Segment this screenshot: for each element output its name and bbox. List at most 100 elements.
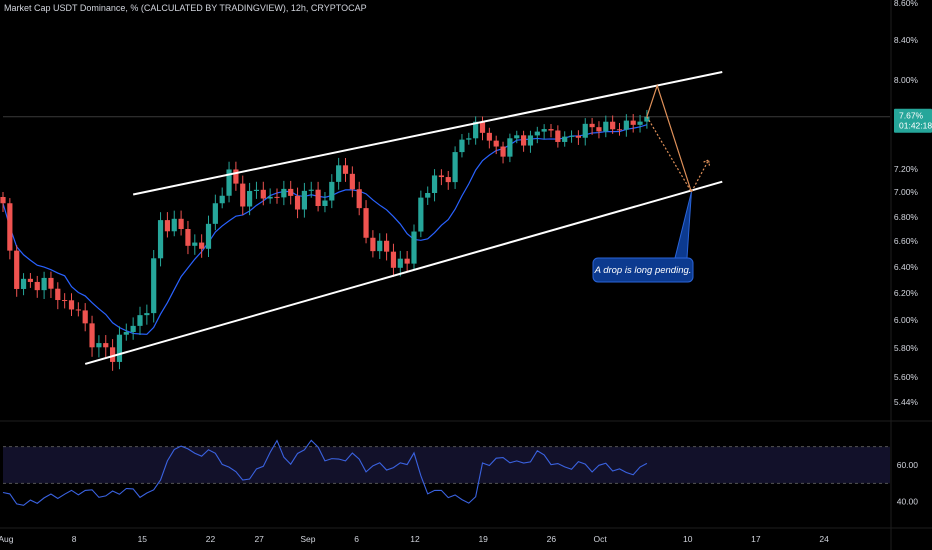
y-tick-label: 5.80% — [894, 343, 919, 353]
candle — [514, 130, 520, 144]
candle — [342, 157, 349, 182]
candle — [377, 233, 383, 259]
candle — [493, 135, 499, 155]
y-tick-label: 7.20% — [894, 164, 919, 174]
candle — [192, 234, 198, 255]
x-tick-label: Oct — [593, 534, 607, 544]
candle — [103, 335, 109, 358]
y-tick-label: 6.20% — [894, 288, 919, 298]
candle — [219, 187, 225, 209]
candle — [541, 124, 547, 140]
x-tick-label: Aug — [0, 534, 14, 544]
candle — [466, 132, 472, 145]
candle — [89, 315, 95, 357]
candle — [356, 181, 362, 216]
candle — [644, 109, 650, 129]
candle-body — [301, 190, 307, 210]
candle — [637, 114, 643, 133]
candle — [315, 181, 321, 212]
candle-body — [144, 313, 150, 316]
candle-body — [425, 193, 431, 198]
candle — [0, 192, 6, 212]
x-tick-label: Sep — [300, 534, 315, 544]
candle-body — [75, 309, 81, 311]
candle — [418, 190, 424, 238]
candle-body — [610, 121, 616, 130]
channel-layer — [84, 71, 723, 365]
candle — [130, 317, 136, 340]
candle-body — [370, 237, 376, 252]
candle-body — [41, 277, 47, 291]
candle — [397, 250, 403, 277]
candle — [384, 233, 390, 261]
candle-body — [233, 169, 239, 184]
candle — [247, 182, 253, 216]
candle-body — [14, 250, 20, 289]
candle — [240, 175, 246, 216]
candle-body — [459, 139, 465, 153]
candle-body — [466, 138, 472, 140]
candle — [75, 302, 81, 317]
candle-body — [630, 120, 636, 125]
candle — [48, 271, 54, 298]
rsi-y-tick-label: 60.00 — [897, 460, 919, 470]
candle — [27, 272, 33, 288]
candle-body — [384, 240, 390, 252]
candle — [527, 130, 534, 153]
candle — [157, 212, 164, 267]
candle-body — [171, 218, 177, 232]
candle-body — [82, 310, 88, 324]
candle — [171, 210, 177, 237]
x-tick-label: 8 — [72, 534, 77, 544]
candle — [336, 157, 342, 190]
candle-body — [473, 121, 479, 139]
candle-body — [226, 169, 232, 196]
candle — [486, 127, 492, 149]
candle — [96, 335, 102, 358]
y-tick-label: 6.40% — [894, 262, 919, 272]
candle-body — [0, 197, 6, 204]
candle-body — [527, 135, 534, 146]
candle — [473, 116, 479, 145]
candle-body — [452, 152, 458, 183]
candle-body — [178, 218, 184, 229]
x-tick-label: 17 — [751, 534, 761, 544]
candle-body — [623, 120, 629, 130]
candle-body — [418, 197, 424, 232]
candle — [616, 122, 623, 136]
candle-body — [199, 242, 205, 249]
candle — [253, 181, 260, 199]
candle-body — [267, 196, 273, 199]
candle — [14, 245, 20, 297]
candle-body — [48, 277, 54, 289]
x-tick-label: 6 — [354, 534, 359, 544]
candle-body — [253, 189, 260, 191]
candle — [404, 251, 410, 272]
candle — [630, 114, 636, 133]
x-tick-label: 12 — [410, 534, 420, 544]
candle — [260, 181, 266, 206]
candle — [226, 161, 232, 203]
candle-body — [116, 334, 123, 362]
channel-lower-line — [84, 180, 723, 365]
candle-body — [445, 177, 451, 183]
candle — [411, 224, 417, 270]
candle-body — [288, 188, 294, 196]
x-tick-label: 19 — [478, 534, 488, 544]
candle — [363, 200, 369, 244]
candle — [62, 293, 68, 309]
candle — [281, 180, 287, 206]
candle-body — [336, 165, 342, 182]
candle-body — [185, 229, 191, 246]
candle — [370, 230, 376, 258]
candle — [41, 271, 47, 299]
candle-body — [356, 189, 362, 209]
candle — [116, 326, 123, 370]
y-tick-label: 8.00% — [894, 75, 919, 85]
candle — [548, 123, 554, 138]
projection-path-solid — [646, 83, 692, 193]
last-price-tag — [894, 108, 932, 133]
candle-body — [62, 300, 68, 302]
